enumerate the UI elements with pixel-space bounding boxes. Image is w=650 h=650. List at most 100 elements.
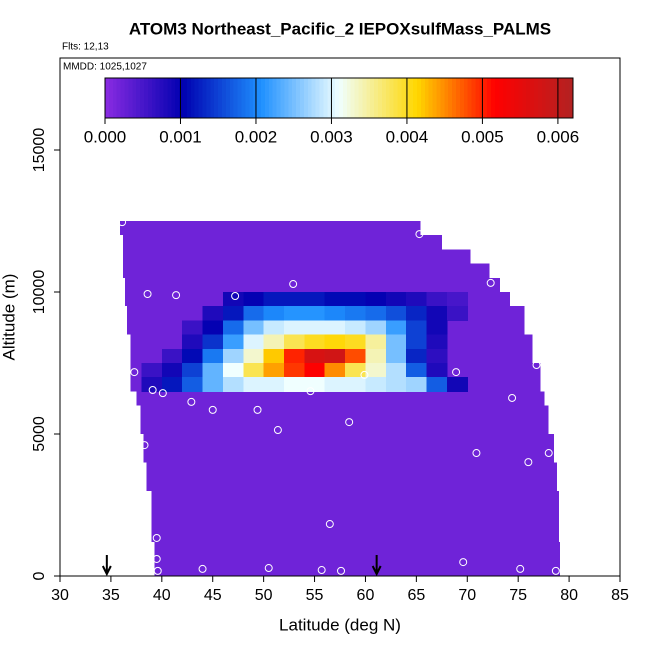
colorbar-swatch [397, 78, 402, 118]
colorbar-swatch [549, 78, 555, 118]
colorbar-swatch [467, 78, 473, 118]
colorbar-swatch [553, 78, 558, 118]
colorbar-swatch [300, 78, 305, 118]
heat-cell [263, 292, 285, 307]
colorbar-swatch [545, 78, 551, 118]
background-cell [140, 405, 549, 435]
heat-cell [385, 334, 407, 350]
sample-point [452, 368, 461, 377]
heat-cell [304, 348, 326, 364]
heat-cell [304, 306, 326, 321]
colorbar-swatch [151, 78, 157, 118]
colorbar-tick-label: 0.002 [235, 127, 278, 146]
sample-point [158, 389, 167, 398]
heat-cell [263, 363, 285, 378]
sample-point [289, 280, 298, 289]
colorbar-tick-label: 0.000 [84, 127, 127, 146]
background-cell [123, 249, 471, 264]
heat-cell [222, 377, 244, 392]
colorbar-swatch [495, 78, 500, 118]
colorbar-swatch [342, 78, 348, 118]
heat-cell [365, 377, 387, 392]
colorbar-swatch [389, 78, 395, 118]
colorbar-swatch [167, 78, 172, 118]
heat-cell [426, 320, 448, 336]
heat-cell [345, 292, 366, 307]
x-tick-label: 75 [509, 587, 527, 604]
heat-cell [446, 377, 468, 392]
heat-cell [385, 320, 407, 336]
heat-cell [345, 348, 366, 364]
x-tick-label: 30 [51, 587, 69, 604]
colorbar-swatch [202, 78, 207, 118]
sample-point [516, 564, 525, 573]
heat-cell [161, 377, 183, 392]
sample-point [508, 393, 517, 402]
sample-point [337, 566, 346, 575]
heat-cell [345, 334, 366, 350]
colorbar-swatch [374, 78, 379, 118]
colorbar-swatch [475, 78, 480, 118]
colorbar-swatch [502, 78, 508, 118]
heat-cell [243, 377, 265, 392]
y-tick-label: 5000 [31, 416, 48, 452]
heat-cell [324, 292, 346, 307]
heat-cell [385, 363, 407, 378]
sample-point [148, 385, 157, 394]
colorbar-swatch [280, 78, 285, 118]
x-axis-label: Latitude (deg N) [279, 615, 401, 634]
heat-cell [324, 320, 346, 336]
heat-cell [202, 320, 224, 336]
colorbar-swatch [409, 78, 414, 118]
heat-cell [426, 363, 448, 378]
heat-cell [202, 377, 224, 392]
x-tick-label: 35 [102, 587, 120, 604]
heat-cell [324, 334, 346, 350]
sample-point [472, 449, 481, 458]
colorbar-swatch [452, 78, 457, 118]
background-cell [143, 434, 554, 463]
heat-cell [324, 306, 346, 321]
colorbar-swatch [132, 78, 137, 118]
heat-cell [243, 348, 265, 364]
heat-cell [182, 320, 204, 336]
colorbar-swatch [530, 78, 535, 118]
flights-note: Flts: 12,13 [62, 42, 109, 53]
heat-cell [182, 377, 204, 392]
colorbar-swatch [327, 78, 332, 118]
colorbar-swatch [190, 78, 196, 118]
colorbar-swatch [479, 78, 484, 118]
heat-cell [365, 292, 387, 307]
heat-cell [365, 363, 387, 378]
arrow [101, 555, 112, 577]
colorbar-swatch [448, 78, 453, 118]
background-cell [146, 462, 557, 491]
heat-cell [345, 306, 366, 321]
sample-point [306, 387, 315, 396]
heat-cell [345, 363, 366, 378]
colorbar-swatch [241, 78, 246, 118]
x-tick-label: 50 [255, 587, 273, 604]
heat-cell [365, 348, 387, 364]
heat-cell [365, 306, 387, 321]
heat-cell [385, 306, 407, 321]
colorbar-swatch [140, 78, 145, 118]
background-cell [125, 277, 500, 293]
colorbar-swatch [498, 78, 504, 118]
colorbar-swatch [222, 78, 227, 118]
heat-cell [406, 292, 428, 307]
colorbar-swatch [163, 78, 168, 118]
heat-cell [161, 348, 183, 364]
sample-point [152, 533, 161, 542]
colorbar-swatch [206, 78, 211, 118]
y-tick-label: 0 [31, 571, 48, 580]
x-tick-label: 70 [458, 587, 476, 604]
heat-cell [365, 320, 387, 336]
colorbar-swatch [296, 78, 301, 118]
colorbar-swatch [405, 78, 410, 118]
x-tick-label: 85 [611, 587, 629, 604]
sample-point [557, 462, 566, 471]
heat-cell [284, 334, 305, 350]
heat-cell [182, 334, 204, 350]
heat-cell [222, 334, 244, 350]
